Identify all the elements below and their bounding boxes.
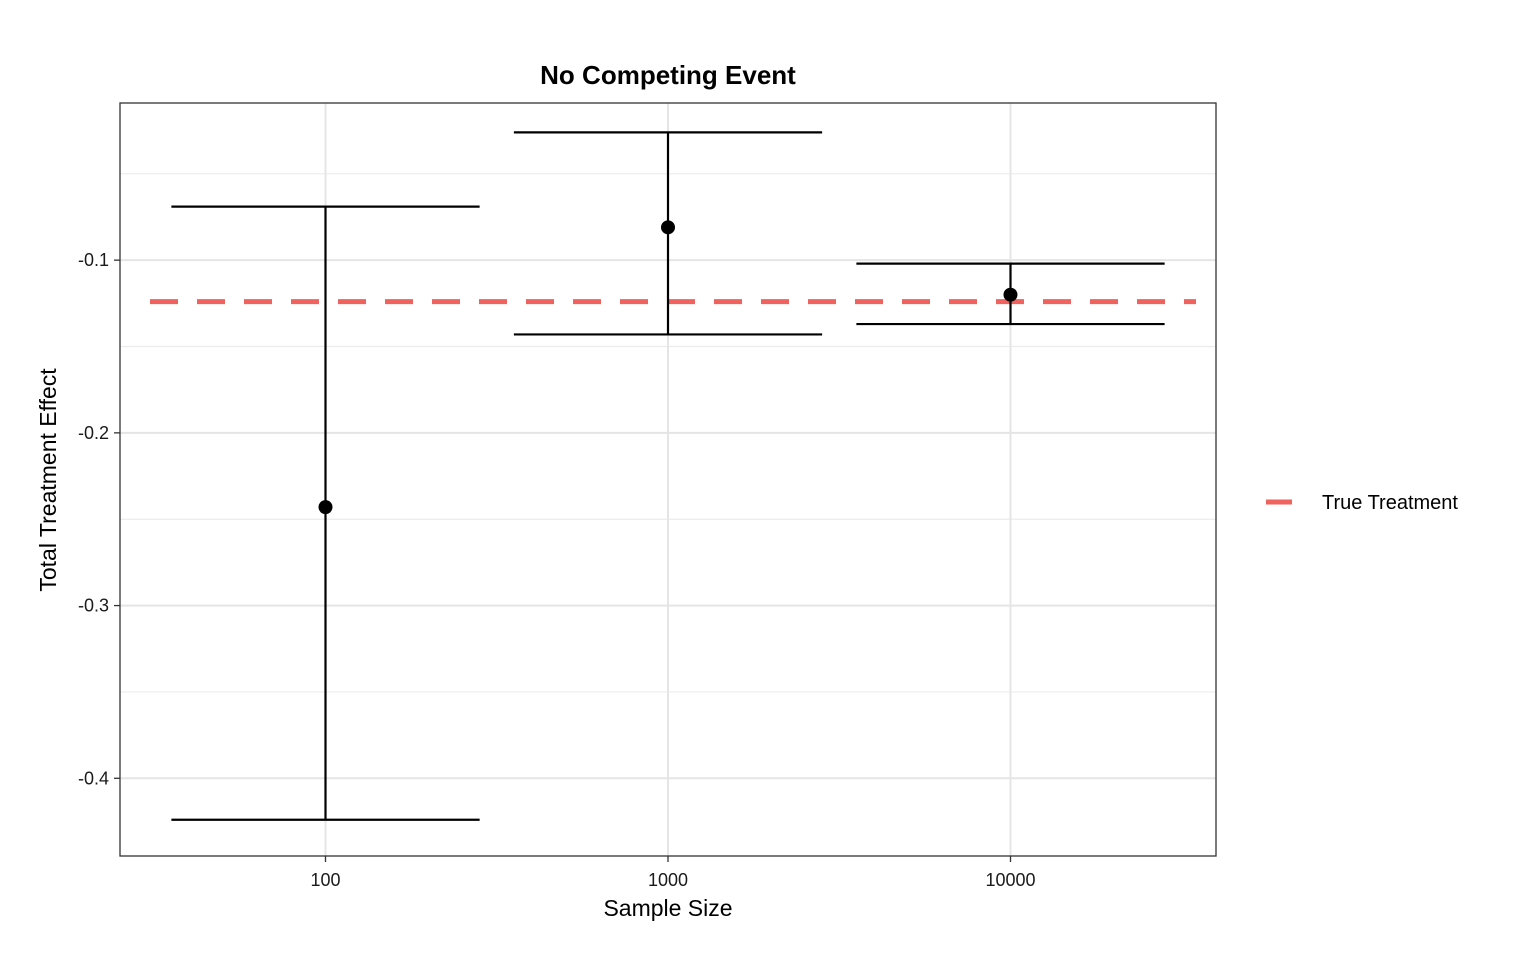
x-axis: 100 1000 10000 — [310, 856, 1036, 890]
x-tick-label: 1000 — [648, 870, 688, 890]
x-tick-label: 10000 — [985, 870, 1035, 890]
errorbar-10000 — [856, 262, 1165, 326]
y-tick-label: -0.1 — [78, 250, 109, 270]
legend: True Treatment — [1266, 492, 1458, 514]
y-tick-label: -0.4 — [78, 768, 109, 788]
estimate-point — [661, 220, 675, 235]
errorbar-100 — [171, 205, 480, 821]
errorbar-1000 — [513, 131, 823, 336]
estimate-point — [1003, 287, 1018, 302]
estimate-point — [318, 500, 333, 515]
error-bars — [171, 131, 1165, 821]
chart-title: No Competing Event — [540, 60, 796, 90]
legend-label-true-treatment: True Treatment — [1322, 492, 1458, 514]
y-axis: -0.4 -0.3 -0.2 -0.1 — [78, 250, 120, 788]
x-axis-title: Sample Size — [603, 895, 732, 921]
x-tick-label: 100 — [310, 870, 340, 890]
y-axis-title: Total Treatment Effect — [35, 368, 61, 592]
y-tick-label: -0.2 — [78, 423, 109, 443]
y-tick-label: -0.3 — [78, 596, 109, 616]
